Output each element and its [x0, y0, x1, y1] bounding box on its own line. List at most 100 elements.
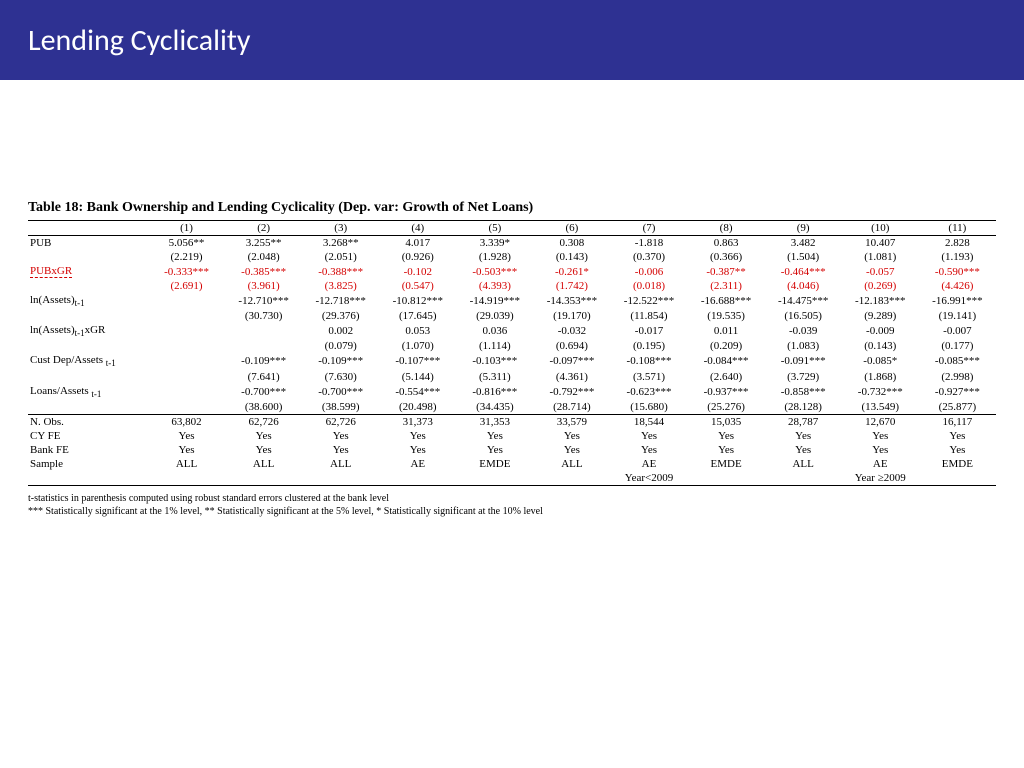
table-cell: Yes	[919, 443, 996, 457]
table-cell: ALL	[533, 457, 610, 471]
table-cell: 18,544	[610, 414, 687, 429]
table-cell: (4.426)	[919, 279, 996, 293]
table-cell: Yes	[610, 429, 687, 443]
table-cell	[28, 309, 148, 323]
table-cell: (0.195)	[610, 339, 687, 353]
table-cell: (17.645)	[379, 309, 456, 323]
table-cell: -0.102	[379, 264, 456, 279]
table-cell: (1.081)	[842, 250, 919, 264]
table-cell	[28, 339, 148, 353]
table-cell: Year<2009	[610, 471, 687, 486]
table-cell: (0.209)	[688, 339, 765, 353]
table-cell: -0.387**	[688, 264, 765, 279]
table-cell: Yes	[842, 443, 919, 457]
table-cell	[28, 471, 148, 486]
table-cell: (0.018)	[610, 279, 687, 293]
table-cell: Sample	[28, 457, 148, 471]
table-cell: (20.498)	[379, 400, 456, 415]
table-cell	[225, 471, 302, 486]
table-cell	[28, 221, 148, 236]
table-cell: (2.048)	[225, 250, 302, 264]
table-cell: (38.600)	[225, 400, 302, 415]
table-cell: (7.641)	[225, 370, 302, 384]
table-cell: (13.549)	[842, 400, 919, 415]
table-cell: (25.877)	[919, 400, 996, 415]
table-cell: (29.039)	[456, 309, 533, 323]
table-cell	[148, 309, 225, 323]
table-cell: (4)	[379, 221, 456, 236]
table-cell: Loans/Assets t-1	[28, 384, 148, 400]
table-cell: (3.571)	[610, 370, 687, 384]
table-cell: (11.854)	[610, 309, 687, 323]
table-cell	[148, 293, 225, 309]
table-cell: -0.009	[842, 323, 919, 339]
table-cell: (19.535)	[688, 309, 765, 323]
table-cell	[533, 471, 610, 486]
table-cell: (11)	[919, 221, 996, 236]
table-cell: (8)	[688, 221, 765, 236]
table-cell: AE	[610, 457, 687, 471]
table-cell: Yes	[456, 443, 533, 457]
table-cell: Yes	[302, 443, 379, 457]
table-cell: (7)	[610, 221, 687, 236]
table-cell: (3.729)	[765, 370, 842, 384]
table-cell: Yes	[225, 443, 302, 457]
table-cell: -0.792***	[533, 384, 610, 400]
table-cell: (16.505)	[765, 309, 842, 323]
table-cell	[225, 339, 302, 353]
table-cell: -0.091***	[765, 353, 842, 369]
table-cell	[765, 471, 842, 486]
table-cell: (4.046)	[765, 279, 842, 293]
table-cell: 63,802	[148, 414, 225, 429]
table-cell	[456, 471, 533, 486]
table-cell: (2)	[225, 221, 302, 236]
table-cell: -0.503***	[456, 264, 533, 279]
table-cell: -0.927***	[919, 384, 996, 400]
table-footnotes: t-statistics in parenthesis computed usi…	[28, 492, 996, 518]
table-cell: (15.680)	[610, 400, 687, 415]
table-cell: Yes	[379, 443, 456, 457]
table-cell: -0.554***	[379, 384, 456, 400]
table-cell: Yes	[919, 429, 996, 443]
table-cell	[28, 400, 148, 415]
table-cell: Yes	[379, 429, 456, 443]
table-cell: (38.599)	[302, 400, 379, 415]
table-cell: -0.017	[610, 323, 687, 339]
table-cell: 12,670	[842, 414, 919, 429]
table-cell: (1.504)	[765, 250, 842, 264]
table-cell: Yes	[148, 429, 225, 443]
table-cell: -0.039	[765, 323, 842, 339]
table-cell: Yes	[302, 429, 379, 443]
table-cell: 31,353	[456, 414, 533, 429]
table-cell: (7.630)	[302, 370, 379, 384]
regression-table: (1)(2)(3)(4)(5)(6)(7)(8)(9)(10)(11)PUB5.…	[28, 220, 996, 486]
table-cell: (0.926)	[379, 250, 456, 264]
table-cell	[28, 370, 148, 384]
table-cell: ALL	[225, 457, 302, 471]
table-cell: (2.219)	[148, 250, 225, 264]
table-cell: Yes	[456, 429, 533, 443]
table-cell: -1.818	[610, 236, 687, 251]
table-cell: 62,726	[302, 414, 379, 429]
table-cell: (1.114)	[456, 339, 533, 353]
table-cell: 15,035	[688, 414, 765, 429]
table-cell: (1.928)	[456, 250, 533, 264]
table-cell: -0.590***	[919, 264, 996, 279]
table-cell	[688, 471, 765, 486]
slide-body: Table 18: Bank Ownership and Lending Cyc…	[0, 80, 1024, 518]
table-cell: 3.268**	[302, 236, 379, 251]
table-cell: 4.017	[379, 236, 456, 251]
table-cell: 0.036	[456, 323, 533, 339]
table-cell: -0.007	[919, 323, 996, 339]
table-cell: -0.388***	[302, 264, 379, 279]
table-cell	[148, 384, 225, 400]
slide-title: Lending Cyclicality	[28, 22, 250, 59]
table-cell: 0.002	[302, 323, 379, 339]
table-cell: -0.700***	[302, 384, 379, 400]
table-cell: (30.730)	[225, 309, 302, 323]
table-cell: (1.193)	[919, 250, 996, 264]
table-cell	[148, 339, 225, 353]
table-cell: (1.868)	[842, 370, 919, 384]
table-cell: (0.547)	[379, 279, 456, 293]
table-cell: -0.085***	[919, 353, 996, 369]
